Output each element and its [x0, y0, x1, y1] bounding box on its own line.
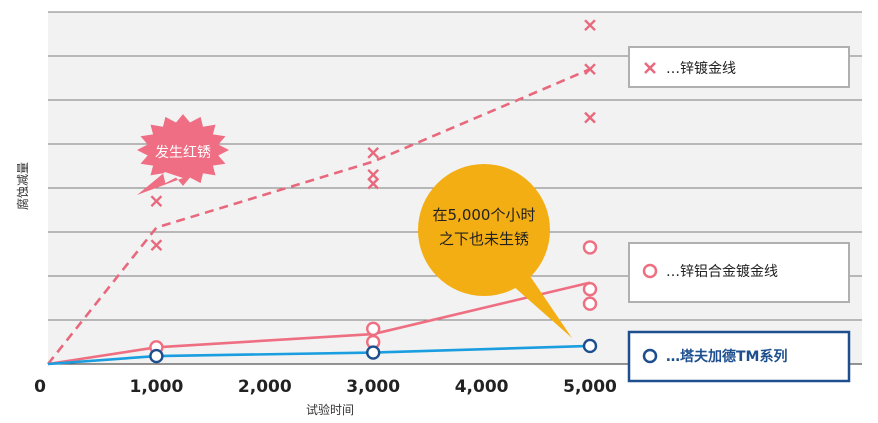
x-tick-labels: 0 1,000 2,000 3,000 4,000 5,000: [34, 377, 617, 397]
x-axis-title: 试验时间: [306, 402, 354, 417]
red-rust-burst-shape: [137, 114, 229, 195]
legend-item-zinc-aluminium: …锌铝合金镀金线: [628, 242, 850, 303]
x-marker: [367, 168, 380, 181]
series-line-2: [47, 344, 591, 366]
x-marker-stroke: [367, 146, 380, 159]
x-marker-stroke: [367, 177, 380, 190]
legend-label-zinc-aluminium: …锌铝合金镀金线: [666, 263, 778, 280]
legend-item-tufguard: …塔夫加德TM系列: [627, 330, 851, 383]
legend: …锌镀金线 …锌铝合金镀金线 …塔夫加德TM系列: [627, 46, 851, 383]
legend-label-zinc: …锌镀金线: [666, 60, 736, 77]
red-rust-callout-text: 发生红锈: [155, 145, 211, 161]
x-marker: [584, 111, 596, 124]
x-tick-label: 2,000: [238, 377, 292, 397]
x-marker-stroke: [584, 111, 596, 124]
circle-marker: [582, 338, 598, 354]
x-marker: [584, 63, 596, 76]
x-marker-stroke: [150, 195, 163, 208]
red-rust-callout: 发生红锈: [137, 114, 229, 195]
no-rust-callout-line-1: 在5,000个小时: [433, 206, 536, 224]
x-marker-stroke: [150, 239, 163, 252]
x-marker: [367, 146, 380, 159]
series-markers: [149, 19, 598, 364]
series-line-0: [46, 68, 591, 365]
legend-x-marker-icon: [644, 62, 656, 74]
circle-marker: [366, 321, 381, 336]
x-tick-label: 1,000: [130, 377, 184, 397]
circle-marker: [366, 345, 381, 360]
y-axis-title-group: 腐蚀减量: [15, 162, 30, 210]
x-marker-stroke: [367, 168, 380, 181]
x-marker-stroke: [584, 19, 596, 32]
circle-marker: [582, 296, 598, 311]
circle-marker: [149, 348, 164, 364]
x-marker: [150, 239, 163, 252]
x-tick-label: 5,000: [563, 377, 617, 397]
y-axis-title: 腐蚀减量: [15, 162, 30, 210]
circle-marker: [582, 282, 598, 297]
legend-box-zinc: [628, 46, 850, 88]
series-lines: [46, 68, 591, 366]
legend-box-tufguard: [627, 330, 851, 383]
legend-label-tufguard: …塔夫加德TM系列: [666, 348, 787, 365]
x-tick-label: 4,000: [455, 377, 509, 397]
x-marker: [150, 195, 163, 208]
circle-marker: [582, 240, 598, 255]
x-marker: [584, 19, 596, 32]
no-rust-callout-line-2: 之下也未生锈: [439, 230, 529, 248]
legend-item-zinc: …锌镀金线: [628, 46, 850, 88]
x-marker-stroke: [584, 63, 596, 76]
x-tick-label: 3,000: [346, 377, 400, 397]
legend-circle-marker-icon: [642, 263, 658, 279]
no-rust-bubble-shape: [418, 164, 572, 338]
legend-box-zinc-aluminium: [628, 242, 850, 303]
x-tick-label: 0: [34, 377, 46, 397]
no-rust-callout: 在5,000个小时 之下也未生锈: [418, 164, 572, 338]
x-marker: [367, 177, 380, 190]
series-line-1: [47, 281, 591, 366]
legend-blue-circle-marker-icon: [642, 348, 658, 364]
